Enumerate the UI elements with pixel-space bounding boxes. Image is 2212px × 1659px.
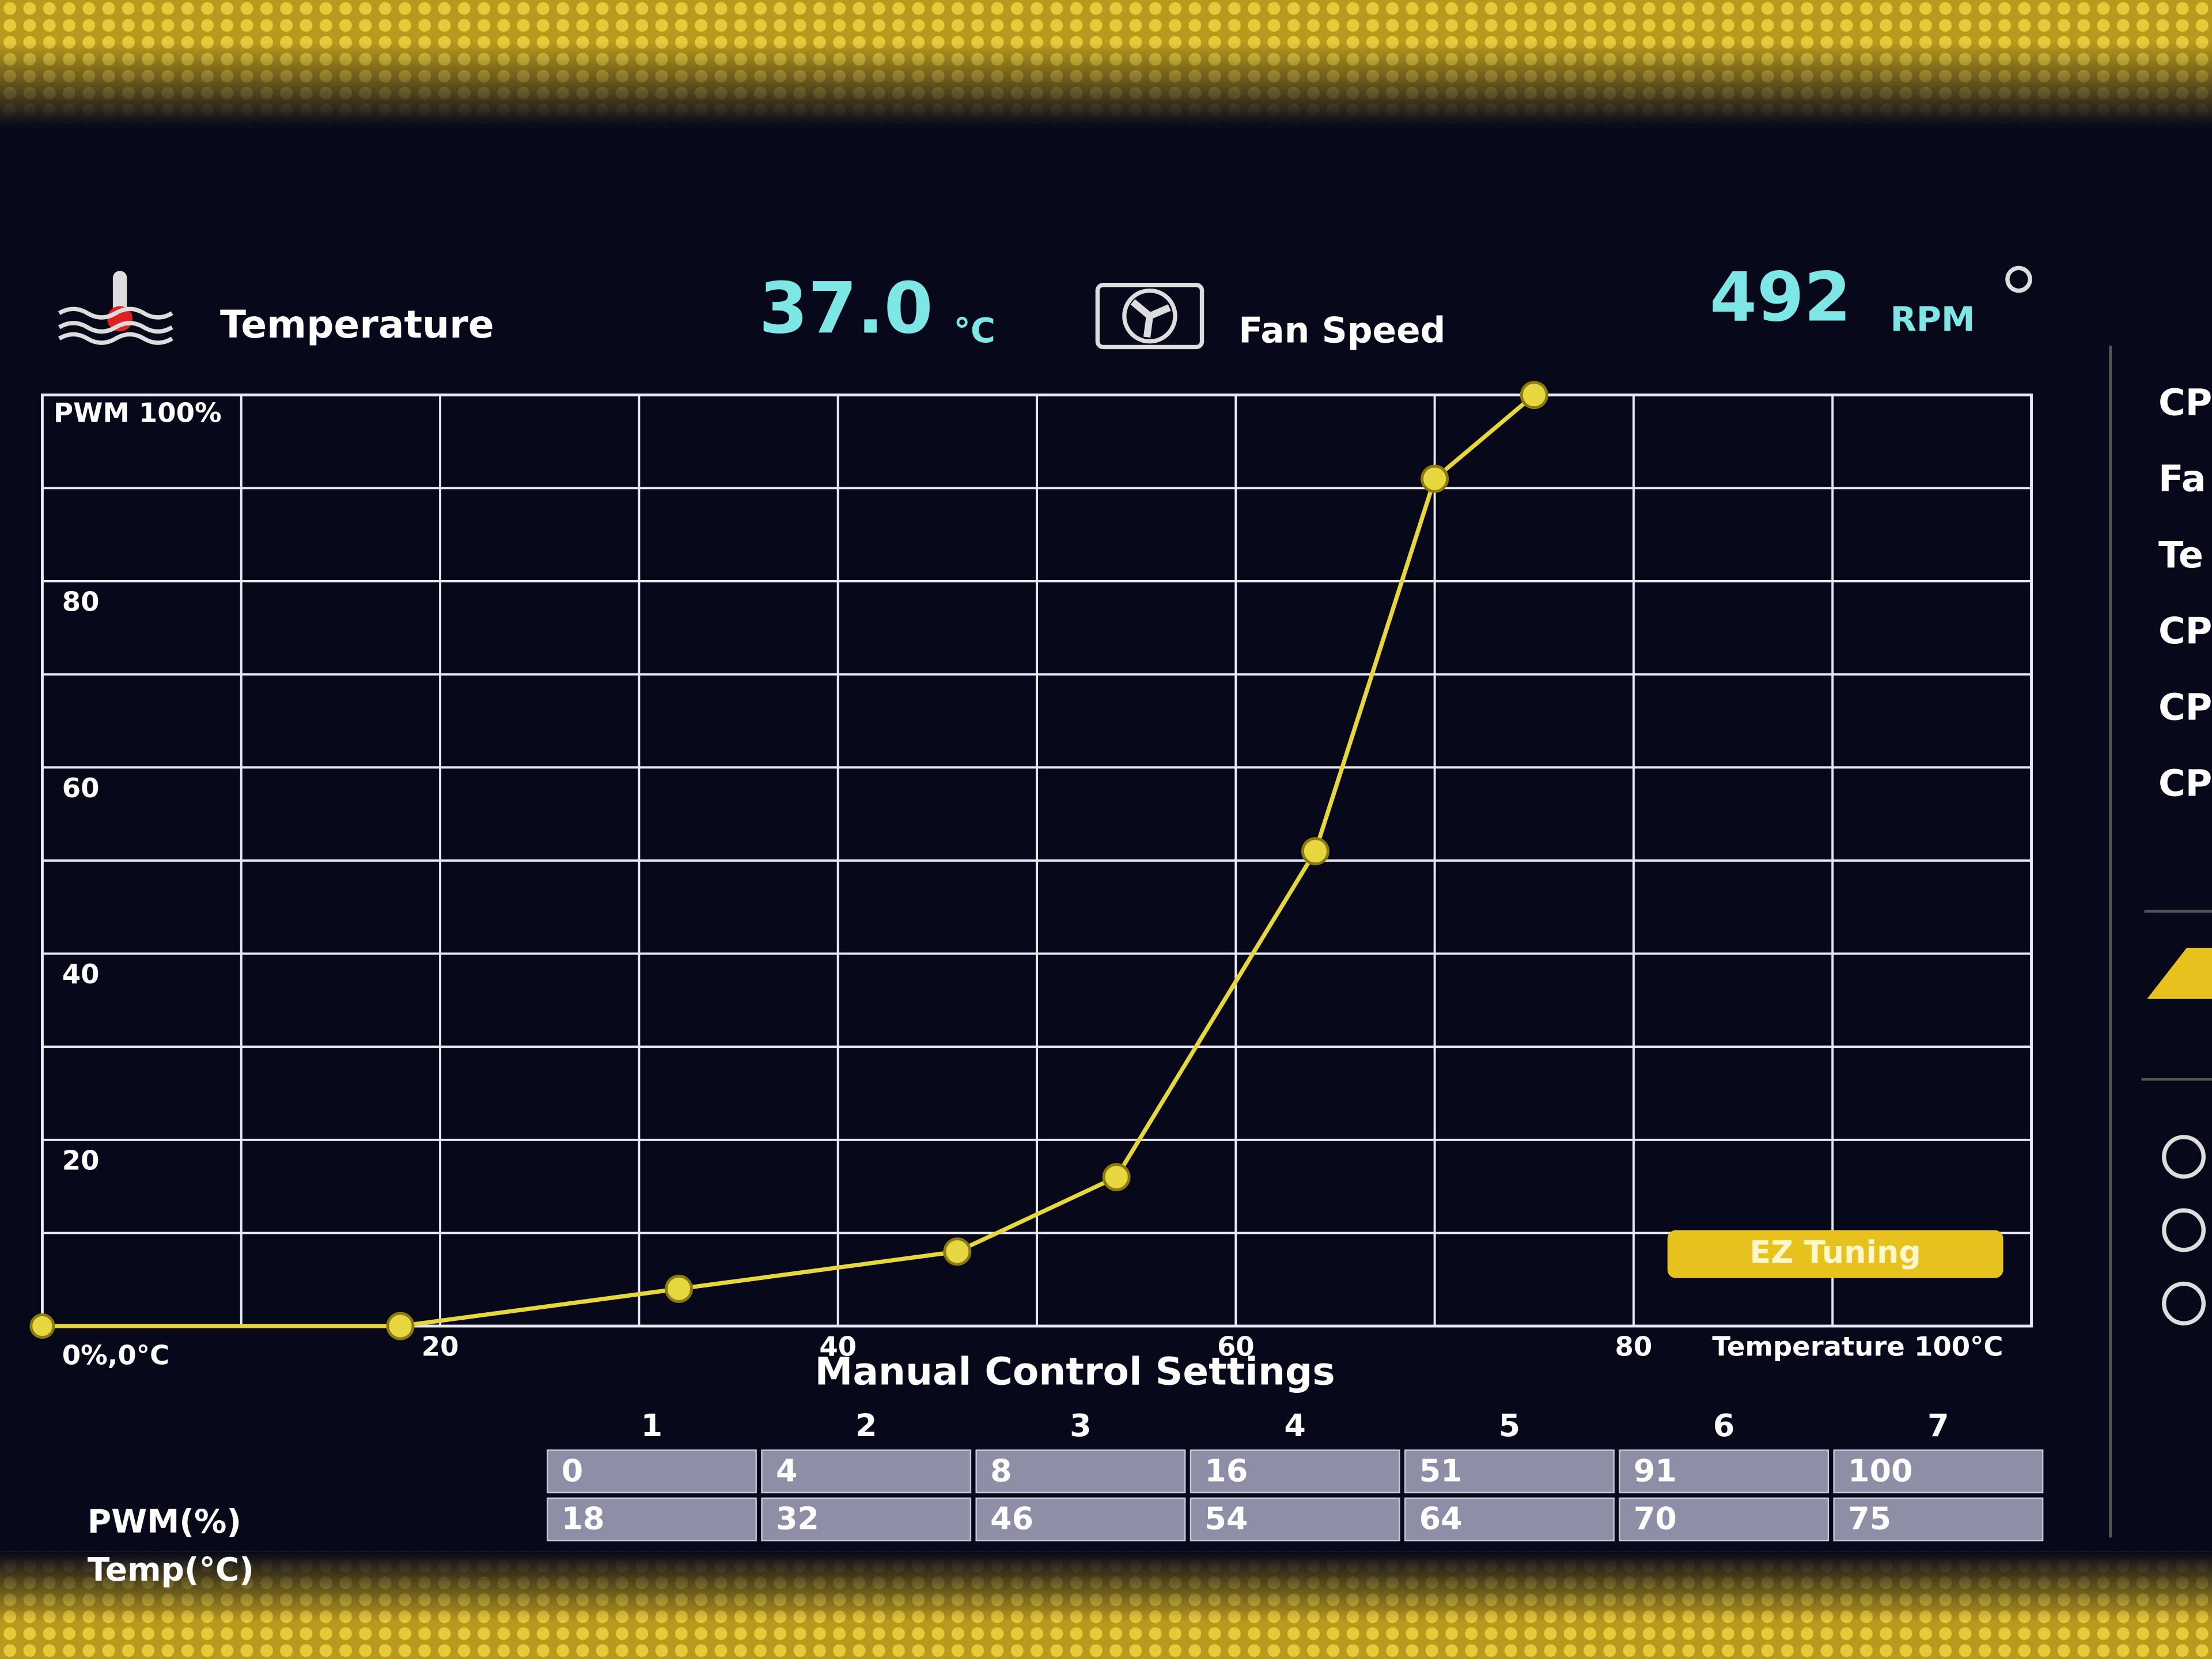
curve-point[interactable]: [1421, 464, 1449, 493]
thermo-icon: [58, 271, 173, 345]
x-tick-label: 60: [1217, 1331, 1255, 1362]
temp-cell-value: 46: [990, 1501, 1033, 1537]
temperature-value: 37.0: [759, 267, 933, 349]
sidebar-item[interactable]: Te: [2158, 534, 2203, 577]
pwm-cell-value: 4: [776, 1452, 797, 1488]
y-axis-label: PWM 100%: [54, 397, 222, 429]
y-tick-label: 80: [62, 586, 100, 618]
x-axis-label: Temperature 100°C: [1712, 1331, 2003, 1362]
fan-speed-label: Fan Speed: [1238, 310, 1445, 351]
pwm-cell-value: 91: [1634, 1452, 1677, 1488]
cell[interactable]: [975, 1497, 1186, 1541]
sidebar-item[interactable]: Fa: [2158, 458, 2206, 501]
fan-icon: [1095, 283, 1205, 350]
column-number: 4: [1284, 1407, 1305, 1444]
cell[interactable]: [1833, 1497, 2044, 1541]
x-tick-label: 20: [422, 1331, 459, 1362]
column-number: 2: [855, 1407, 877, 1444]
cell[interactable]: [761, 1497, 972, 1541]
origin-label: 0%,0°C: [62, 1339, 169, 1370]
curve-point[interactable]: [1520, 381, 1548, 410]
temp-cell-value: 64: [1419, 1501, 1463, 1537]
temperature-unit: °C: [954, 310, 996, 350]
y-tick-label: 40: [62, 959, 100, 990]
sidebar-icons: [2162, 1135, 2206, 1325]
warning-icon: [2147, 948, 2212, 999]
grid: 20 40 60 80 20 40 60 80 PWM 100% Temperature 100°…: [42, 395, 2032, 1370]
curve-point[interactable]: [386, 1312, 415, 1340]
cell[interactable]: [1190, 1449, 1400, 1494]
table-title: Manual Control Settings: [815, 1349, 1335, 1393]
pwm-cell-value: 8: [990, 1452, 1012, 1488]
bottom-fade: [0, 1551, 2212, 1623]
row-label: PWM(%): [88, 1503, 241, 1541]
pwm-cell-value: 0: [562, 1452, 583, 1488]
curve-point[interactable]: [664, 1274, 693, 1303]
temp-cell-value: 70: [1634, 1501, 1677, 1537]
column-number: 1: [641, 1407, 662, 1444]
x-tick-label: 80: [1615, 1331, 1653, 1362]
temp-cell-value: 18: [562, 1501, 605, 1537]
sidebar-item[interactable]: CP: [2158, 381, 2212, 424]
ez-tuning-button[interactable]: [1667, 1230, 2003, 1278]
fan-speed-unit: RPM: [1891, 299, 1975, 339]
cell[interactable]: [546, 1497, 757, 1541]
column-number: 6: [1713, 1407, 1734, 1444]
origin-point: [29, 1313, 55, 1339]
sidebar-item[interactable]: CP: [2158, 686, 2212, 729]
row-label: Temp(°C): [88, 1551, 254, 1589]
column-number: 7: [1927, 1407, 1949, 1444]
column-number: 5: [1499, 1407, 1520, 1444]
pwm-cell-value: 100: [1848, 1452, 1912, 1488]
y-tick-label: 20: [62, 1145, 100, 1176]
pwm-cell-value: 51: [1419, 1452, 1463, 1488]
cell[interactable]: [546, 1449, 757, 1494]
curve: [29, 381, 1548, 1340]
fan-speed-value: 492: [1710, 257, 1851, 336]
curve-point[interactable]: [1301, 837, 1330, 866]
pwm-cell-value: 16: [1205, 1452, 1248, 1488]
sidebar-item[interactable]: CP: [2158, 763, 2212, 805]
cell[interactable]: [761, 1449, 972, 1494]
top-fade: [0, 42, 2212, 127]
cell[interactable]: [1404, 1449, 1615, 1494]
cell[interactable]: [975, 1449, 1186, 1494]
ez-tuning-label[interactable]: EZ Tuning: [1749, 1234, 1921, 1270]
sidebar: CP Fa Te CP CP CP: [2158, 381, 2212, 805]
temperature-label: Temperature: [220, 302, 494, 347]
cell[interactable]: [1833, 1449, 2044, 1494]
cell[interactable]: [1619, 1497, 1830, 1541]
temp-cell-value: 32: [776, 1501, 819, 1537]
temp-cell-value: 75: [1848, 1501, 1891, 1537]
column-number: 3: [1070, 1407, 1091, 1444]
cell[interactable]: [1404, 1497, 1615, 1541]
sidebar-item[interactable]: CP: [2158, 610, 2212, 653]
x-tick-label: 40: [819, 1331, 857, 1362]
curve-point[interactable]: [1102, 1162, 1131, 1191]
settings-icon[interactable]: [2005, 266, 2032, 293]
curve-point[interactable]: [943, 1237, 972, 1266]
cell[interactable]: [1619, 1449, 1830, 1494]
temp-cell-value: 54: [1205, 1501, 1248, 1537]
y-tick-label: 60: [62, 772, 100, 804]
cell[interactable]: [1190, 1497, 1400, 1541]
